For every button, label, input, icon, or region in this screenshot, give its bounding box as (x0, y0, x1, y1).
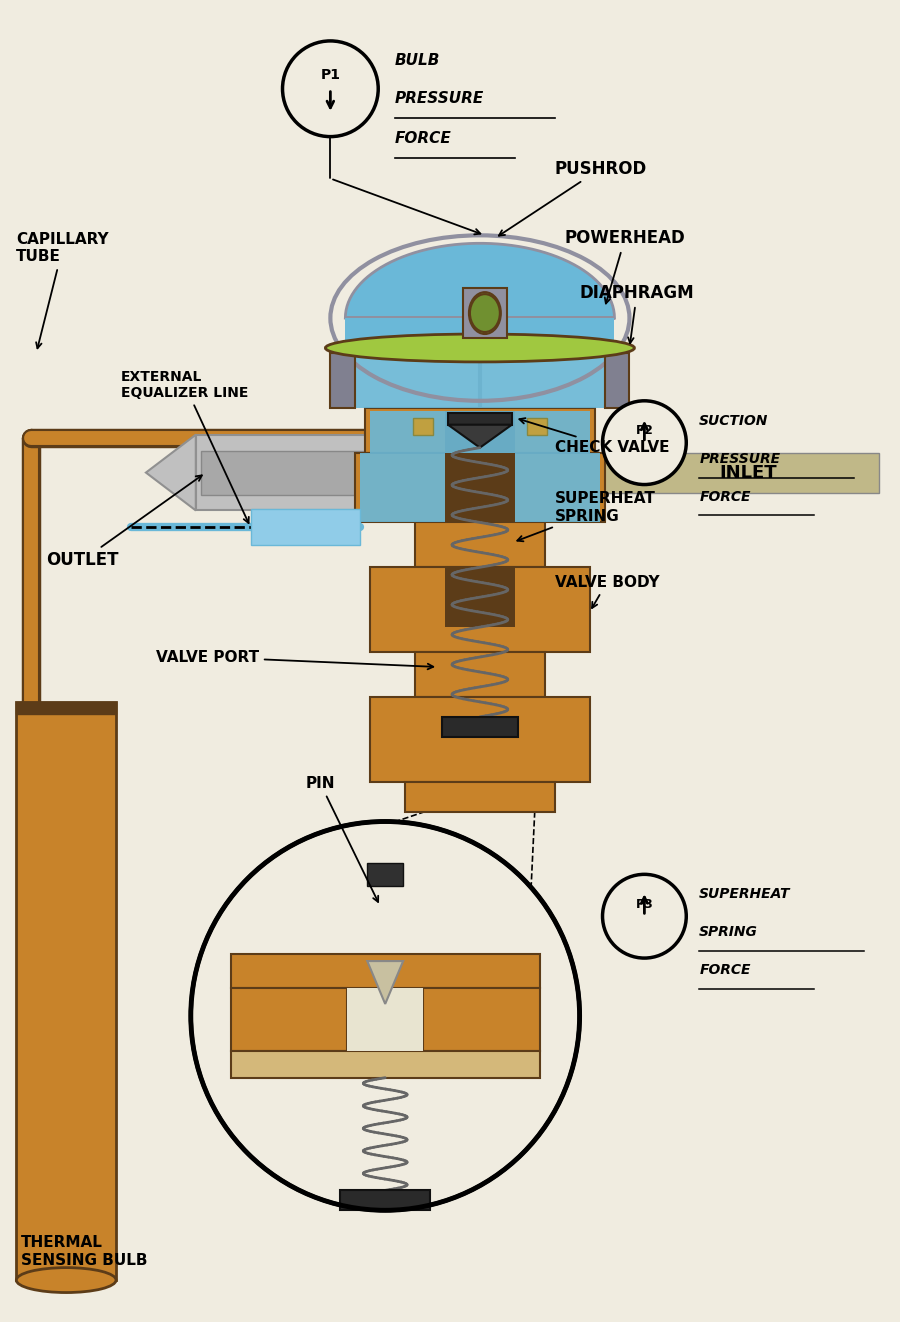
Polygon shape (16, 702, 116, 1280)
Circle shape (191, 821, 580, 1211)
Polygon shape (405, 781, 554, 812)
Text: SUCTION: SUCTION (699, 414, 769, 428)
Text: PIN: PIN (306, 776, 378, 902)
Polygon shape (146, 435, 196, 510)
Text: P1: P1 (320, 67, 340, 82)
Polygon shape (367, 863, 403, 886)
Polygon shape (346, 319, 615, 353)
Polygon shape (445, 567, 515, 627)
Polygon shape (230, 988, 347, 1051)
Polygon shape (463, 288, 507, 338)
Text: SPRING: SPRING (699, 925, 758, 939)
Polygon shape (196, 435, 391, 510)
Polygon shape (370, 567, 590, 652)
Circle shape (602, 874, 687, 958)
Polygon shape (367, 961, 403, 1003)
Ellipse shape (469, 292, 500, 334)
Polygon shape (347, 988, 423, 1051)
Text: PRESSURE: PRESSURE (699, 452, 780, 465)
Text: CHECK VALVE: CHECK VALVE (519, 418, 670, 455)
Text: PUSHROD: PUSHROD (499, 160, 647, 235)
Text: FORCE: FORCE (699, 489, 751, 504)
Polygon shape (330, 353, 356, 407)
Circle shape (602, 401, 687, 485)
Circle shape (283, 41, 378, 136)
Text: FORCE: FORCE (699, 962, 751, 977)
Polygon shape (230, 954, 540, 988)
Polygon shape (413, 418, 433, 435)
Polygon shape (448, 412, 512, 424)
Text: THERMAL
SENSING BULB: THERMAL SENSING BULB (22, 1235, 148, 1268)
Ellipse shape (470, 293, 500, 332)
Polygon shape (201, 451, 391, 494)
Polygon shape (340, 1190, 430, 1211)
Polygon shape (250, 509, 360, 546)
Text: POWERHEAD: POWERHEAD (564, 229, 686, 304)
Text: INLET: INLET (719, 464, 777, 481)
Polygon shape (442, 717, 518, 736)
Polygon shape (356, 353, 605, 407)
Polygon shape (526, 418, 546, 435)
Polygon shape (370, 697, 590, 781)
Polygon shape (423, 988, 540, 1051)
Text: EXTERNAL
EQUALIZER LINE: EXTERNAL EQUALIZER LINE (121, 370, 248, 524)
Polygon shape (360, 452, 445, 522)
Text: DIAPHRAGM: DIAPHRAGM (580, 284, 694, 344)
Text: P2: P2 (635, 424, 653, 438)
Polygon shape (415, 652, 544, 697)
Ellipse shape (16, 1268, 116, 1293)
Polygon shape (515, 452, 599, 522)
Polygon shape (230, 1051, 540, 1077)
Text: SUPERHEAT: SUPERHEAT (699, 887, 791, 902)
Polygon shape (365, 407, 595, 452)
Polygon shape (356, 452, 605, 522)
Text: VALVE PORT: VALVE PORT (156, 649, 433, 669)
Polygon shape (415, 522, 544, 567)
Polygon shape (448, 424, 512, 448)
Text: OUTLET: OUTLET (46, 476, 202, 570)
Text: VALVE BODY: VALVE BODY (554, 575, 660, 608)
Text: SUPERHEAT
SPRING: SUPERHEAT SPRING (518, 492, 655, 541)
Polygon shape (605, 353, 629, 407)
Text: CAPILLARY
TUBE: CAPILLARY TUBE (16, 233, 109, 348)
Text: PRESSURE: PRESSURE (395, 91, 484, 106)
Polygon shape (445, 411, 515, 522)
Text: BULB: BULB (395, 53, 440, 69)
Polygon shape (350, 452, 878, 493)
Polygon shape (16, 702, 116, 714)
Ellipse shape (326, 334, 634, 362)
Text: P3: P3 (635, 898, 653, 911)
Polygon shape (370, 411, 590, 452)
Polygon shape (346, 243, 615, 319)
Text: FORCE: FORCE (395, 131, 452, 147)
